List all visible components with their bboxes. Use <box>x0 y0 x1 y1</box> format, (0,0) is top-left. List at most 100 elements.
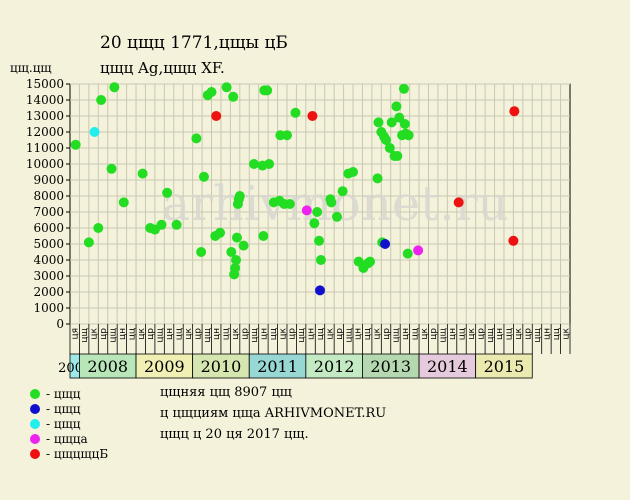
data-point-blue <box>315 285 325 296</box>
data-point-green <box>162 187 173 198</box>
data-point-green <box>206 87 217 97</box>
data-point-green <box>309 218 320 229</box>
data-point-green <box>315 255 326 265</box>
legend-label: - цщца <box>46 431 88 446</box>
x-tick-label: цц <box>222 328 232 340</box>
y-tick-label: 1000 <box>33 301 64 315</box>
y-tick-label: 14000 <box>26 93 64 107</box>
data-point-green <box>331 211 342 222</box>
data-point-green <box>156 219 167 230</box>
legend-label: - цщцщцБ <box>46 446 109 461</box>
legend-marker-magenta <box>30 433 40 444</box>
y-tick-label: 5000 <box>33 237 64 251</box>
legend-marker-blue <box>30 403 40 414</box>
year-cell <box>418 353 477 379</box>
legend-label: - цщц <box>46 401 81 416</box>
x-tick-label: цн <box>259 328 269 340</box>
year-label: 2011 <box>257 357 298 376</box>
data-point-magenta <box>413 245 424 256</box>
year-cell <box>362 353 420 379</box>
x-tick-label: цщ <box>439 327 449 342</box>
x-tick-label: цн <box>165 328 175 340</box>
year-label: 2015 <box>484 357 525 376</box>
x-tick-label: цк <box>325 327 335 339</box>
legend-marker-red <box>30 448 40 459</box>
data-point-green <box>337 186 348 197</box>
notes: цщняя цщ 8907 цщ ц цщциям цща ARHIVMONET… <box>160 382 386 445</box>
data-point-green <box>312 207 323 217</box>
y-tick-label: 10000 <box>26 157 64 171</box>
y-tick-label: 4000 <box>33 253 64 267</box>
x-tick-label: цр <box>335 328 345 340</box>
data-point-cyan <box>89 127 100 137</box>
data-point-blue <box>380 239 391 249</box>
x-tick-label: цр <box>146 328 156 340</box>
data-point-green <box>248 159 259 169</box>
note-line: ц цщциям цща ARHIVMONET.RU <box>160 406 387 421</box>
data-point-green <box>230 263 241 273</box>
x-tick-label: цщ <box>344 327 354 342</box>
data-point-green <box>394 112 405 123</box>
x-tick-label: цн <box>212 328 222 340</box>
x-tick-label: цн <box>307 328 317 340</box>
x-tick-label: цр <box>382 328 392 340</box>
data-point-green <box>228 91 239 102</box>
data-point-green <box>118 197 129 208</box>
x-tick-label: цц <box>363 328 373 340</box>
x-tick-label: цр <box>241 328 251 340</box>
x-tick-label: цн <box>401 328 411 340</box>
y-axis: 0 1000 2000 3000 4000 5000 6000 7000 8000 9000 100… <box>26 77 70 331</box>
legend-marker-green <box>30 388 40 399</box>
data-point-green <box>399 119 410 129</box>
legend-item-blue: - цщц <box>30 401 108 416</box>
chart-subtitle: цщц Ag,цщц XF. <box>100 59 225 77</box>
x-tick-label: цн <box>118 328 128 340</box>
data-point-green <box>402 248 413 259</box>
data-point-green <box>258 231 269 241</box>
data-point-green <box>137 168 148 179</box>
year-label: 2014 <box>427 357 468 376</box>
chart-title: 20 цщц 1771,цщы цБ <box>100 33 288 53</box>
legend-item-red: - цщцщцБ <box>30 446 108 461</box>
x-tick-label: цк <box>514 327 524 339</box>
x-tick-label: цк <box>231 327 241 339</box>
data-point-green <box>365 256 375 267</box>
y-tick-label: 0 <box>56 317 64 331</box>
x-tick-label: цн <box>448 328 458 340</box>
data-point-green <box>290 107 301 118</box>
legend-marker-cyan <box>30 418 40 429</box>
data-point-green <box>226 247 237 257</box>
data-point-green <box>93 223 104 233</box>
data-point-green <box>234 191 245 201</box>
data-point-green <box>384 143 395 153</box>
year-cell <box>475 353 533 379</box>
data-point-green <box>109 82 120 93</box>
x-tick-label: ця <box>71 328 81 340</box>
year-cell <box>192 353 250 379</box>
data-point-green <box>215 227 225 238</box>
x-tick-label: цщ <box>250 327 260 342</box>
data-point-green <box>231 255 242 265</box>
y-tick-label: 15000 <box>26 77 64 91</box>
x-tick-label: цк <box>137 327 147 339</box>
x-tick-label: цщ <box>156 327 166 342</box>
data-point-green <box>386 117 397 128</box>
data-point-green <box>96 95 107 105</box>
data-points <box>70 82 520 296</box>
x-tick-label: цн <box>354 328 364 340</box>
y-tick-label: 12000 <box>26 125 64 139</box>
x-tick-label: цц <box>316 328 326 340</box>
data-point-red <box>508 235 519 246</box>
data-point-green <box>221 82 232 93</box>
data-point-green <box>191 133 202 144</box>
y-tick-label: 13000 <box>26 109 64 123</box>
legend-item-cyan: - цщц <box>30 416 108 431</box>
data-point-green <box>262 85 273 96</box>
data-point-green <box>372 173 383 184</box>
x-tick-label: цщ <box>297 327 307 342</box>
data-point-green <box>231 232 242 243</box>
y-tick-label: 2000 <box>33 285 64 299</box>
plot-area <box>69 83 571 325</box>
